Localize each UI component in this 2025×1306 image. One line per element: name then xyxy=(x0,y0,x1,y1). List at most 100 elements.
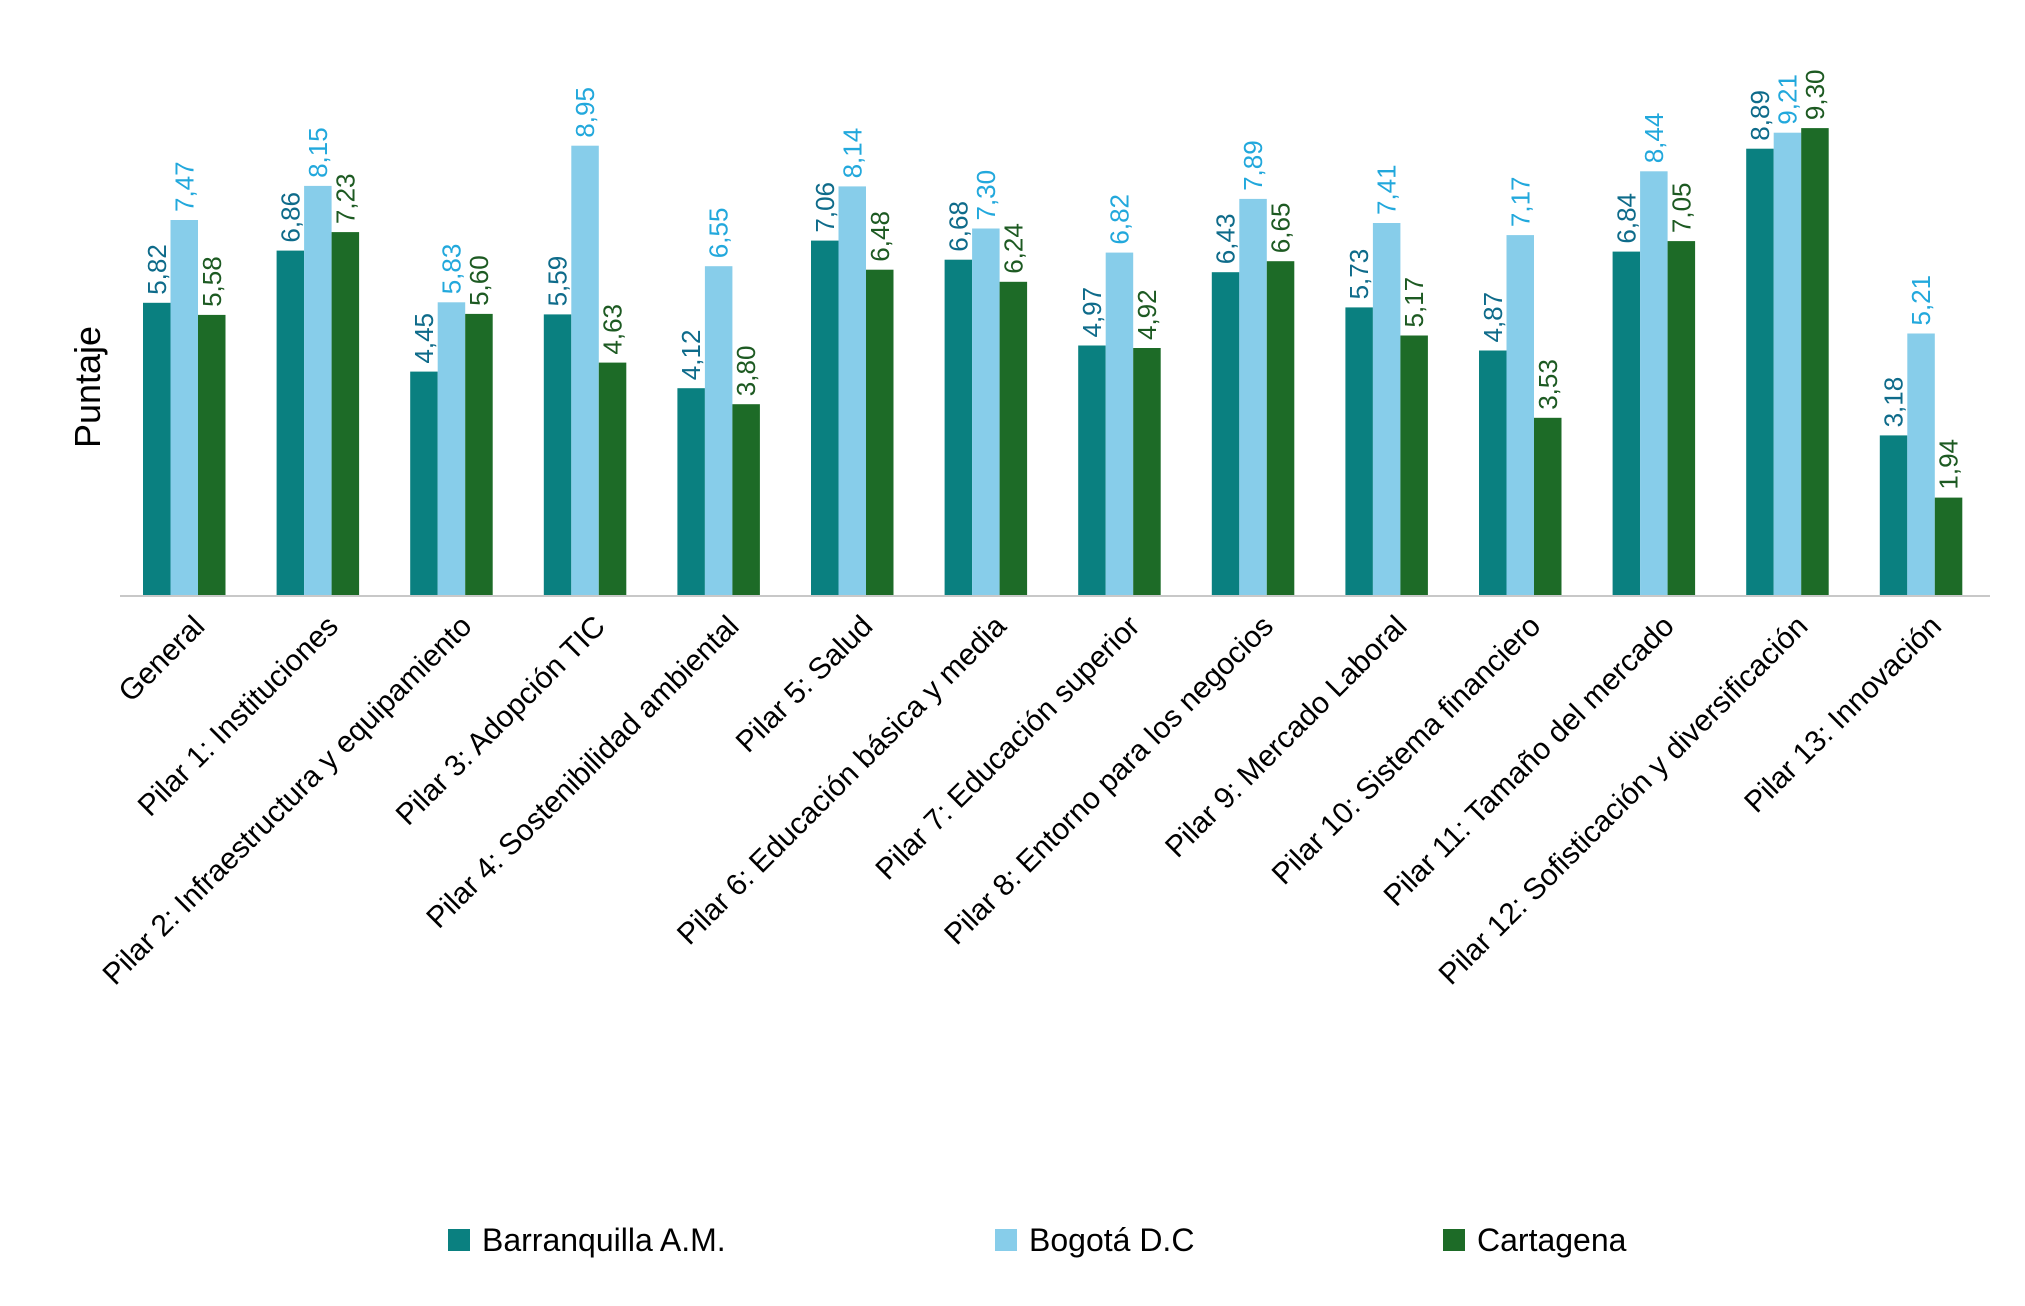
data-label: 5,73 xyxy=(1344,249,1374,300)
bar xyxy=(677,388,705,595)
data-label: 8,95 xyxy=(570,87,600,138)
data-label: 1,94 xyxy=(1934,439,1964,490)
bar xyxy=(1773,132,1802,595)
x-tick-label: Pilar 9: Mercado Laboral xyxy=(1159,610,1413,864)
data-label: 7,89 xyxy=(1238,140,1268,191)
legend-label: Bogotá D.C xyxy=(1029,1222,1194,1258)
bars-group xyxy=(143,128,1963,596)
data-label: 6,86 xyxy=(275,192,305,243)
bar xyxy=(1239,198,1267,595)
bar xyxy=(1479,350,1507,595)
data-label: 8,14 xyxy=(837,128,867,179)
x-tick-label: Pilar 10: Sistema financiero xyxy=(1266,610,1548,892)
data-label: 6,84 xyxy=(1611,193,1641,244)
data-label: 5,21 xyxy=(1906,275,1936,326)
bar xyxy=(972,228,1000,595)
data-label: 6,68 xyxy=(943,201,973,252)
bar xyxy=(1801,128,1829,595)
data-label: 5,17 xyxy=(1399,277,1429,328)
data-label: 4,97 xyxy=(1077,287,1107,338)
data-label: 3,80 xyxy=(731,346,761,397)
x-tick-label: Pilar 5: Salud xyxy=(730,610,880,760)
bar xyxy=(331,232,360,595)
data-label: 3,53 xyxy=(1533,359,1563,410)
bar xyxy=(598,362,627,595)
data-label: 5,60 xyxy=(464,255,494,306)
data-label: 6,65 xyxy=(1266,203,1296,254)
bar xyxy=(465,313,493,595)
data-label: 4,12 xyxy=(676,330,706,381)
legend-swatch xyxy=(1443,1229,1465,1251)
legend-label: Cartagena xyxy=(1477,1222,1627,1258)
bar xyxy=(1345,307,1373,595)
x-tick-label: Pilar 11: Tamaño del mercado xyxy=(1378,610,1681,913)
legend-swatch xyxy=(995,1229,1017,1251)
bar xyxy=(170,220,198,595)
bar xyxy=(1211,272,1240,595)
data-label: 3,18 xyxy=(1879,377,1909,428)
data-label: 7,05 xyxy=(1666,182,1696,233)
x-tick-label: General xyxy=(112,610,211,709)
bar xyxy=(304,185,332,595)
x-tick-label: Pilar 7: Educación superior xyxy=(869,610,1146,887)
bar xyxy=(1133,348,1161,595)
data-label: 8,89 xyxy=(1745,90,1775,141)
data-label: 7,23 xyxy=(330,173,360,224)
bar xyxy=(571,145,599,595)
bar xyxy=(866,269,894,595)
bar xyxy=(1078,345,1106,595)
bar xyxy=(1934,497,1963,595)
bar xyxy=(1506,235,1534,595)
bar xyxy=(1667,241,1696,595)
data-label: 6,24 xyxy=(998,223,1028,274)
data-label: 8,44 xyxy=(1639,113,1669,164)
data-label: 5,59 xyxy=(543,256,573,307)
bar xyxy=(1746,148,1774,595)
data-label: 4,63 xyxy=(598,304,628,355)
legend: Barranquilla A.M. Bogotá D.C Cartagena xyxy=(448,1222,1627,1258)
data-label: 5,58 xyxy=(197,256,227,307)
bar xyxy=(732,404,760,595)
legend-swatch xyxy=(448,1229,470,1251)
bar xyxy=(1105,252,1134,595)
bar xyxy=(1879,435,1908,595)
bar xyxy=(1372,223,1401,595)
bar xyxy=(143,302,171,595)
data-label: 9,21 xyxy=(1772,74,1802,125)
bar xyxy=(543,314,572,595)
data-label: 9,30 xyxy=(1800,69,1830,120)
data-label: 6,43 xyxy=(1211,214,1241,265)
data-label: 4,45 xyxy=(409,313,439,364)
bar xyxy=(1640,171,1668,596)
data-label: 7,47 xyxy=(169,161,199,212)
bar xyxy=(1612,251,1641,595)
bar xyxy=(1534,417,1562,595)
y-axis-label: Puntaje xyxy=(67,326,108,448)
bar xyxy=(811,240,839,595)
bar xyxy=(944,259,973,595)
data-label: 7,41 xyxy=(1372,164,1402,215)
data-label: 7,17 xyxy=(1505,176,1535,227)
bar xyxy=(410,371,438,595)
bar xyxy=(276,250,305,595)
bar xyxy=(999,281,1028,595)
data-labels-group: 5,82 7,47 5,58 6,86 8,157,23 4,45 5,835,60 5,59… xyxy=(142,69,1964,489)
data-label: 6,55 xyxy=(704,208,734,259)
data-label: 4,87 xyxy=(1478,292,1508,343)
bar xyxy=(1266,261,1295,595)
data-label: 4,92 xyxy=(1132,289,1162,340)
data-label: 5,82 xyxy=(142,244,172,295)
data-label: 8,15 xyxy=(303,127,333,178)
data-label: 7,06 xyxy=(810,182,840,233)
bar xyxy=(198,314,226,595)
data-label: 6,48 xyxy=(865,211,895,262)
data-label: 7,30 xyxy=(971,170,1001,221)
bar xyxy=(838,186,866,595)
bar xyxy=(704,266,733,595)
data-label: 6,82 xyxy=(1104,194,1134,245)
bar xyxy=(1907,333,1935,595)
bar xyxy=(1400,335,1428,595)
